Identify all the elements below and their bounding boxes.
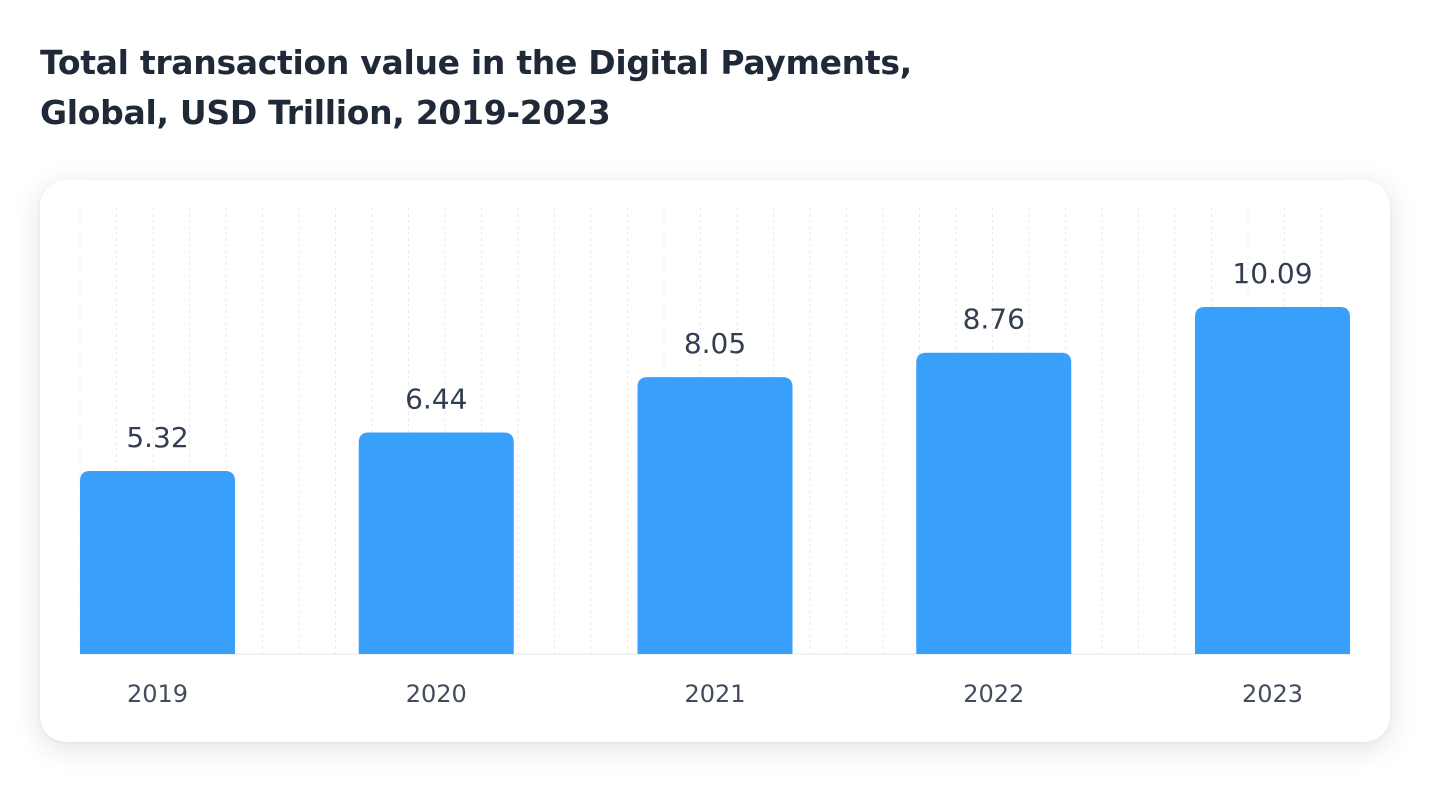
bar-2020[interactable]	[358, 432, 514, 654]
bar-series: 5.32 2019 6.44 2020 8.05 2021 8.76 2022 10.09 202…	[80, 257, 1350, 708]
x-tick-label-2023: 2023	[1242, 680, 1303, 708]
chart-title: Total transaction value in the Digital P…	[40, 38, 940, 138]
value-label-2019: 5.32	[126, 421, 188, 454]
bar-2019[interactable]	[80, 471, 235, 654]
x-tick-label-2020: 2020	[406, 680, 467, 708]
value-label-2020: 6.44	[405, 383, 467, 416]
bar-chart: 5.32 2019 6.44 2020 8.05 2021 8.76 2022 10.09 202…	[79, 208, 1350, 708]
chart-card: 5.32 2019 6.44 2020 8.05 2021 8.76 2022 10.09 202…	[40, 180, 1390, 742]
x-tick-label-2019: 2019	[127, 680, 188, 708]
bar-2023[interactable]	[1195, 307, 1350, 654]
value-label-2023: 10.09	[1232, 257, 1312, 290]
x-tick-label-2022: 2022	[963, 680, 1024, 708]
bar-2021[interactable]	[637, 377, 793, 654]
value-label-2022: 8.76	[963, 303, 1025, 336]
x-tick-label-2021: 2021	[684, 680, 745, 708]
chart-title-line-2: Global, USD Trillion, 2019-2023	[40, 93, 611, 132]
chart-title-line-1: Total transaction value in the Digital P…	[40, 43, 912, 82]
value-label-2021: 8.05	[684, 327, 746, 360]
bar-2022[interactable]	[916, 352, 1072, 654]
